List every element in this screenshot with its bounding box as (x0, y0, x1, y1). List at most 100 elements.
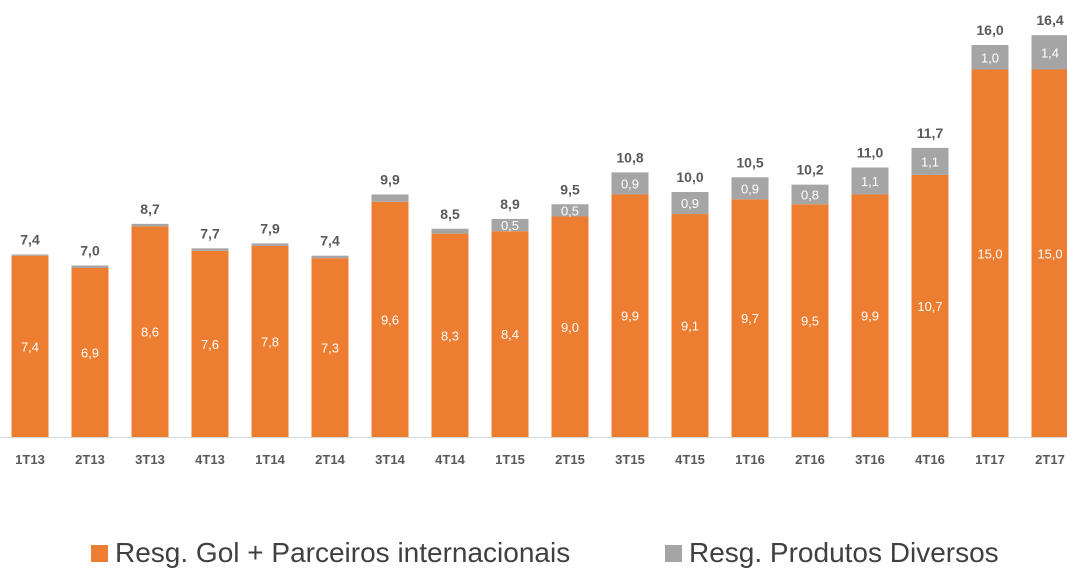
bar-resg-gol-2t15 (551, 216, 589, 437)
data-label-resg-gol-3t14: 9,6 (381, 312, 399, 327)
data-label-resg-gol-1t15: 8,4 (501, 327, 519, 342)
bar-resg-produtos-2t13 (71, 265, 109, 268)
total-label-4t14: 8,5 (440, 206, 460, 222)
data-label-resg-produtos-3t16: 1,1 (861, 174, 879, 189)
bar-resg-gol-3t16 (851, 194, 889, 437)
data-label-resg-gol-1t14: 7,8 (261, 334, 279, 349)
bar-resg-gol-1t16 (731, 199, 769, 437)
legend-swatch-resg-produtos (665, 544, 682, 562)
total-label-1t17: 16,0 (976, 22, 1003, 38)
bar-resg-gol-1t13 (11, 255, 49, 437)
data-label-resg-produtos-4t16: 1,1 (921, 154, 939, 169)
bar-resg-gol-4t13 (191, 250, 229, 437)
data-label-resg-produtos-2t15: 0,5 (561, 203, 579, 218)
data-label-resg-gol-3t16: 9,9 (861, 309, 879, 324)
total-label-3t16: 11,0 (857, 145, 884, 161)
category-label-3t15: 3T15 (615, 452, 645, 467)
data-label-resg-gol-1t17: 15,0 (977, 246, 1002, 261)
data-label-resg-gol-1t16: 9,7 (741, 311, 759, 326)
data-label-resg-produtos-1t15: 0,5 (501, 218, 519, 233)
stacked-bar-chart: 7,4 7,4 1T13 6,9 7,0 2T13 8,6 8,7 3T13 7,6 7,7 4T13… (0, 12, 1067, 467)
total-label-1t16: 10,5 (736, 154, 763, 170)
category-label-1t15: 1T15 (495, 452, 525, 467)
data-label-resg-gol-2t16: 9,5 (801, 314, 819, 329)
data-label-resg-gol-3t13: 8,6 (141, 325, 159, 340)
data-label-resg-gol-4t16: 10,7 (917, 299, 942, 314)
bar-resg-produtos-3t16 (851, 167, 889, 195)
bar-resg-produtos-4t13 (191, 248, 229, 251)
data-label-resg-gol-2t15: 9,0 (561, 320, 579, 335)
bar-resg-gol-1t17 (971, 69, 1009, 437)
bar-resg-produtos-4t14 (431, 228, 469, 234)
bar-resg-produtos-2t14 (311, 255, 349, 259)
category-label-3t16: 3T16 (855, 452, 885, 467)
total-label-2t17: 16,4 (1036, 12, 1063, 28)
total-label-3t15: 10,8 (616, 149, 643, 165)
bar-resg-gol-1t15 (491, 231, 529, 437)
bar-resg-gol-3t14 (371, 201, 409, 437)
legend-label-resg-produtos: Resg. Produtos Diversos (689, 537, 999, 568)
total-label-4t15: 10,0 (676, 169, 703, 185)
category-label-1t17: 1T17 (975, 452, 1005, 467)
bar-resg-produtos-1t14 (251, 243, 289, 246)
data-label-resg-produtos-4t15: 0,9 (681, 196, 699, 211)
bar-resg-produtos-4t16 (911, 147, 949, 175)
category-label-1t13: 1T13 (15, 452, 45, 467)
bar-resg-gol-3t13 (131, 226, 169, 437)
total-label-2t15: 9,5 (560, 181, 580, 197)
legend-item-resg-produtos: Resg. Produtos Diversos (665, 536, 999, 570)
bar-resg-produtos-2t15 (551, 204, 589, 217)
category-label-3t14: 3T14 (375, 452, 405, 467)
bar-resg-produtos-2t16 (791, 184, 829, 205)
total-label-4t16: 11,7 (917, 125, 944, 141)
bar-resg-gol-1t14 (251, 245, 289, 437)
data-label-resg-gol-4t13: 7,6 (201, 337, 219, 352)
category-label-2t15: 2T15 (555, 452, 585, 467)
bar-resg-produtos-3t14 (371, 194, 409, 202)
data-label-resg-gol-4t15: 9,1 (681, 319, 699, 334)
data-label-resg-gol-1t13: 7,4 (21, 339, 39, 354)
chart-legend: Resg. Gol + Parceiros internacionais Res… (0, 536, 1067, 572)
legend-item-resg-gol: Resg. Gol + Parceiros internacionais (91, 536, 570, 570)
bar-resg-gol-4t16 (911, 174, 949, 437)
category-label-4t13: 4T13 (195, 452, 225, 467)
data-label-resg-gol-2t13: 6,9 (81, 345, 99, 360)
legend-swatch-resg-gol (91, 544, 108, 562)
bar-resg-produtos-2t17 (1031, 35, 1067, 70)
bar-resg-gol-2t14 (311, 258, 349, 437)
total-label-2t16: 10,2 (796, 162, 823, 178)
bar-resg-produtos-4t15 (671, 192, 709, 215)
bar-resg-gol-2t13 (71, 267, 109, 437)
bar-resg-produtos-1t16 (731, 177, 769, 200)
total-label-2t14: 7,4 (320, 233, 340, 249)
category-label-3t13: 3T13 (135, 452, 165, 467)
category-label-4t15: 4T15 (675, 452, 705, 467)
total-label-3t14: 9,9 (380, 171, 400, 187)
bar-resg-gol-4t14 (431, 233, 469, 437)
data-label-resg-gol-4t14: 8,3 (441, 328, 459, 343)
category-label-1t14: 1T14 (255, 452, 285, 467)
data-label-resg-gol-3t15: 9,9 (621, 309, 639, 324)
total-label-1t14: 7,9 (260, 220, 280, 236)
bar-resg-gol-2t17 (1031, 69, 1067, 437)
bar-resg-produtos-3t15 (611, 172, 649, 195)
category-label-1t16: 1T16 (735, 452, 765, 467)
category-label-2t14: 2T14 (315, 452, 345, 467)
total-label-1t15: 8,9 (500, 196, 520, 212)
data-label-resg-produtos-2t17: 1,4 (1041, 45, 1059, 60)
total-label-3t13: 8,7 (140, 201, 160, 217)
data-label-resg-produtos-1t17: 1,0 (981, 50, 999, 65)
category-label-2t16: 2T16 (795, 452, 825, 467)
bar-resg-gol-2t16 (791, 204, 829, 437)
total-label-1t13: 7,4 (20, 231, 40, 247)
category-label-2t17: 2T17 (1035, 452, 1065, 467)
total-label-4t13: 7,7 (200, 225, 220, 241)
bar-resg-produtos-1t17 (971, 45, 1009, 70)
category-label-2t13: 2T13 (75, 452, 105, 467)
category-label-4t16: 4T16 (915, 452, 945, 467)
data-label-resg-produtos-2t16: 0,8 (801, 187, 819, 202)
category-label-4t14: 4T14 (435, 452, 465, 467)
data-label-resg-gol-2t14: 7,3 (321, 341, 339, 356)
bar-resg-gol-3t15 (611, 194, 649, 437)
legend-label-resg-gol: Resg. Gol + Parceiros internacionais (115, 537, 571, 568)
